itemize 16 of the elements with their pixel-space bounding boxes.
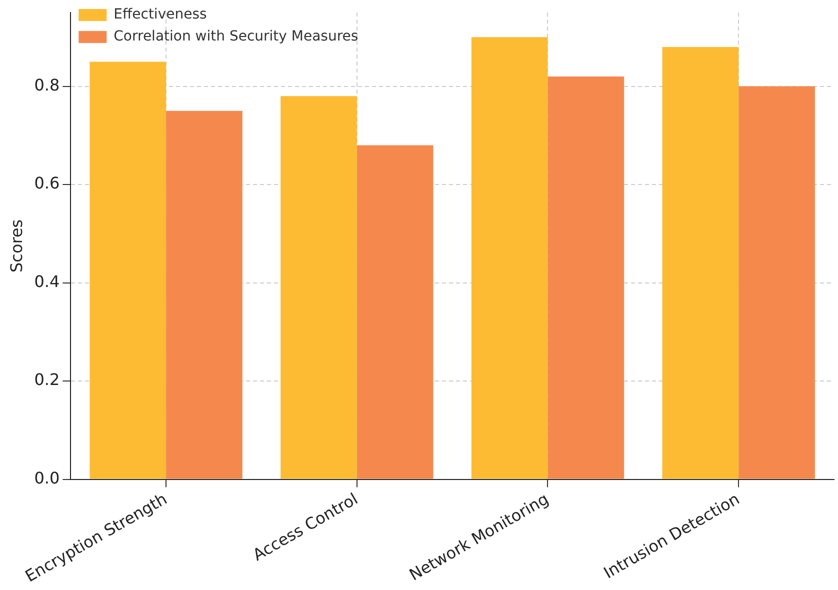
y-tick-label: 0.2 xyxy=(34,370,60,390)
bar xyxy=(548,76,624,479)
bar xyxy=(738,86,815,479)
legend-label: Effectiveness xyxy=(114,6,207,23)
y-tick-label: 0.0 xyxy=(34,468,60,488)
bar xyxy=(90,62,166,479)
bar xyxy=(471,37,548,479)
bar xyxy=(280,96,357,479)
y-axis-title: Scores xyxy=(6,219,26,273)
y-tick-label: 0.6 xyxy=(34,174,60,193)
bar xyxy=(356,145,434,479)
legend-label: Correlation with Security Measures xyxy=(114,28,358,45)
y-tick-label: 0.4 xyxy=(34,272,60,291)
y-tick-label: 0.8 xyxy=(34,75,60,94)
bar xyxy=(166,110,242,479)
bar xyxy=(662,46,739,479)
